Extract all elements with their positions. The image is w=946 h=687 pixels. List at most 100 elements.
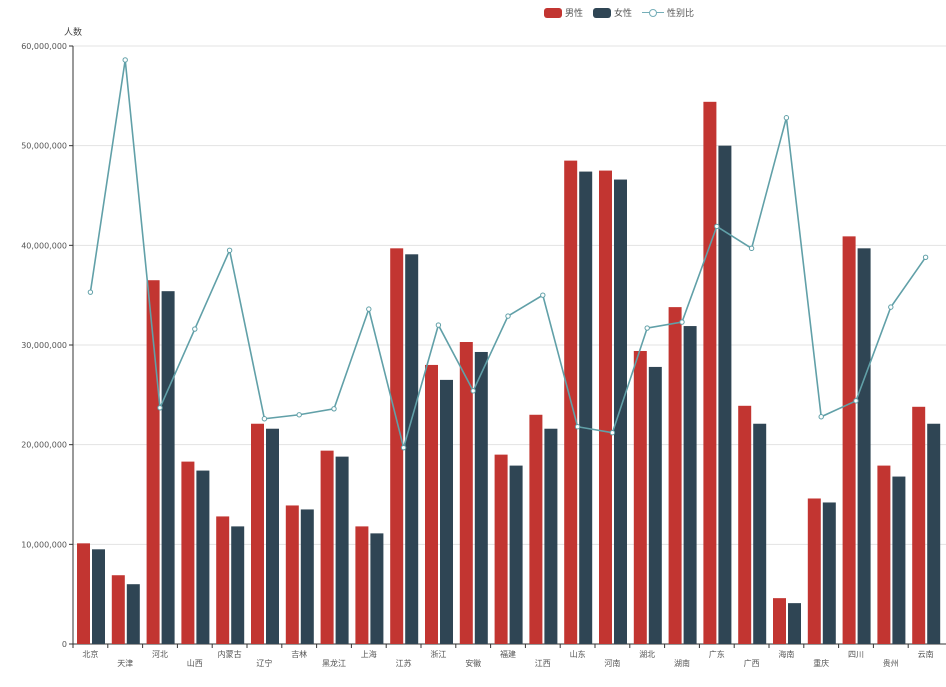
bar-male [738, 405, 752, 644]
ratio-point [609, 430, 616, 436]
x-tick-label: 湖南 [674, 658, 690, 668]
x-tick-label: 上海 [361, 649, 377, 659]
ratio-point [366, 306, 372, 312]
bar-male [355, 526, 369, 644]
ratio-point [435, 322, 442, 328]
x-tick-label: 广东 [709, 649, 725, 659]
x-tick-label: 山东 [570, 649, 586, 659]
x-tick-label: 浙江 [430, 649, 446, 659]
ratio-point [783, 115, 790, 121]
ratio-point [644, 325, 650, 331]
y-tick-label: 60,000,000 [21, 42, 67, 51]
bar-layer [77, 101, 941, 645]
bar-male [807, 498, 821, 644]
x-tick-label: 海南 [778, 649, 794, 659]
y-tick-label: 20,000,000 [21, 441, 67, 450]
ratio-line [89, 59, 927, 451]
bar-female [266, 428, 279, 644]
bar-female [927, 423, 941, 644]
ratio-point [87, 289, 94, 295]
x-tick-label: 江西 [535, 659, 551, 668]
bar-male [285, 505, 299, 644]
bar-female [892, 476, 906, 644]
ratio-point [853, 398, 859, 404]
x-tick-label: 辽宁 [256, 658, 272, 668]
bar-female [405, 254, 419, 644]
y-tick-label: 30,000,000 [21, 341, 67, 350]
bar-male [459, 342, 473, 644]
bar-male [703, 101, 717, 644]
bar-female [753, 423, 767, 644]
bar-female [544, 428, 558, 644]
legend-item-male[interactable]: 男性 [544, 6, 583, 19]
y-tick-label: 10,000,000 [21, 540, 67, 549]
legend-swatch-male [544, 7, 562, 18]
x-tick-label: 黑龙江 [322, 658, 346, 668]
x-tick-label: 北京 [82, 649, 98, 659]
bar-female [718, 145, 732, 644]
bar-female [509, 465, 523, 644]
bar-female [857, 248, 871, 644]
bar-male [599, 170, 612, 645]
x-tick-label: 安徽 [465, 658, 481, 668]
bar-female [822, 502, 836, 644]
ratio-point [226, 247, 233, 254]
ratio-point [470, 388, 476, 394]
ratio-point [192, 326, 198, 332]
y-tick-label: 0 [62, 640, 67, 649]
ratio-point [261, 416, 268, 422]
bar-male [111, 575, 125, 644]
bar-male [773, 598, 786, 644]
x-tick-label: 内蒙古 [218, 649, 242, 659]
x-tick-label: 广西 [744, 658, 760, 668]
axis-layer: 0 10,000,000 20,000,000 30,000,000 40,000,00… [21, 42, 933, 668]
x-tick-label: 湖北 [639, 650, 655, 659]
ratio-point [922, 254, 929, 260]
legend-label-female: 女性 [614, 9, 633, 19]
bar-male [216, 516, 230, 644]
x-tick-label: 吉林 [291, 649, 307, 659]
legend-swatch-ratio [642, 7, 665, 19]
ratio-point [748, 245, 755, 252]
x-tick-label: 贵州 [883, 658, 899, 668]
bar-female [161, 291, 175, 644]
ratio-point [505, 313, 511, 319]
x-tick-label: 四川 [848, 650, 864, 659]
bar-female [335, 456, 349, 644]
ratio-point [888, 304, 894, 310]
bar-male [633, 350, 647, 644]
bar-male [77, 543, 90, 644]
bar-male [912, 406, 926, 644]
x-tick-label: 河北 [152, 649, 168, 659]
bar-female [300, 509, 314, 644]
x-tick-label: 山西 [187, 658, 203, 668]
legend-item-ratio[interactable]: 性别比 [642, 6, 694, 19]
ratio-point [296, 412, 302, 418]
bar-female [92, 549, 105, 644]
bar-female [126, 584, 140, 644]
bar-female [474, 351, 488, 644]
ratio-point [400, 444, 407, 451]
ratio-point [679, 319, 685, 325]
legend-swatch-female [593, 7, 612, 18]
y-axis-title: 人数 [64, 26, 82, 38]
y-tick-label: 40,000,000 [21, 241, 67, 250]
legend-label-ratio: 性别比 [667, 9, 695, 19]
ratio-point [714, 223, 720, 230]
ratio-point [157, 405, 163, 411]
bar-female [683, 326, 697, 644]
bar-male [494, 454, 508, 644]
bar-male [877, 465, 891, 644]
legend-item-female[interactable]: 女性 [593, 6, 632, 19]
bar-female [788, 603, 801, 644]
x-tick-label: 重庆 [813, 658, 829, 668]
y-tick-label: 50,000,000 [21, 142, 67, 151]
x-tick-label: 天津 [117, 658, 133, 668]
ratio-point [574, 424, 581, 430]
bar-female [440, 379, 453, 644]
bar-male [251, 423, 264, 644]
x-tick-label: 福建 [500, 649, 516, 659]
legend: 男性 女性 性别比 [544, 6, 694, 19]
bar-male [181, 461, 195, 644]
